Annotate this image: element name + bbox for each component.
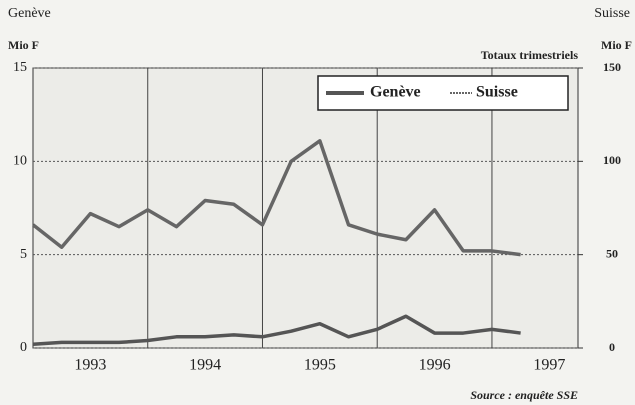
y-tick-label: 5	[20, 247, 27, 262]
series-line	[31, 139, 521, 257]
right-axis-title: Suisse	[594, 6, 630, 21]
source: Source : enquête SSE	[470, 388, 578, 402]
x-tick-label: 1994	[189, 357, 221, 374]
legend-label: Genève	[370, 84, 421, 101]
y-tick-label: 0	[20, 340, 27, 355]
y-tick-label: 10	[13, 154, 27, 169]
x-tick-label: 1995	[304, 357, 336, 374]
subtitle: Totaux trimestriels	[481, 48, 579, 62]
series-line	[32, 314, 521, 347]
y2-tick-label: 150	[603, 60, 621, 74]
x-tick-label: 1993	[74, 357, 106, 374]
legend-label: Suisse	[476, 84, 518, 101]
x-tick-label: 1996	[419, 357, 451, 374]
left-axis-title: Genève	[8, 6, 51, 21]
y2-tick-label: 100	[603, 153, 621, 167]
plot-area	[32, 67, 579, 349]
y-tick-label: 15	[13, 60, 27, 75]
right-axis-unit: Mio F	[601, 38, 632, 52]
y2-tick-label: 50	[606, 246, 618, 260]
x-tick-label: 1997	[533, 357, 565, 374]
left-axis-unit: Mio F	[8, 38, 39, 52]
y2-tick-label: 0	[609, 340, 615, 354]
